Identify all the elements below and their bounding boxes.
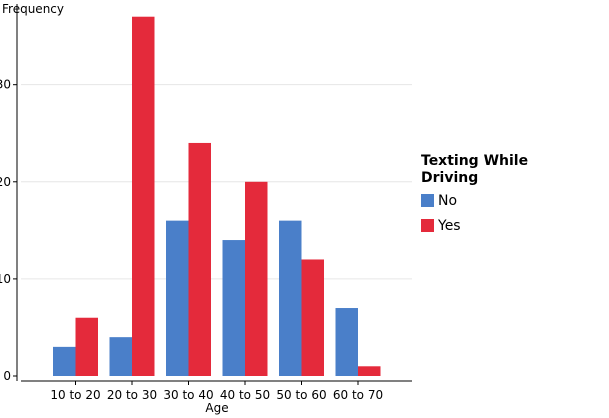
y-axis-label: Frequency [2,2,64,16]
x-tick-label: 20 to 30 [107,388,157,402]
bar-yes-4 [301,259,324,376]
x-axis-label: Age [205,401,228,415]
x-tick-label: 10 to 20 [50,388,100,402]
legend-swatch-no [421,194,434,207]
grid-lines [21,84,412,280]
legend-label-no: No [438,192,458,209]
bar-no-5 [335,308,358,376]
bar-no-3 [222,240,245,376]
legend-title: Texting While Driving [421,153,529,186]
bars [53,16,381,377]
x-tick-label: 60 to 70 [333,388,383,402]
bar-no-2 [166,220,189,376]
bar-yes-0 [75,317,98,376]
x-ticks: 10 to 20 20 to 30 30 to 40 40 to 50 50 to 60… [50,381,383,402]
bar-no-0 [53,346,76,376]
y-tick-label: 30 [0,78,11,92]
y-tick-label: 0 [3,369,11,383]
legend-item-no: No [421,189,528,212]
bar-yes-1 [132,16,155,377]
legend: Texting While Driving No Yes [421,153,528,237]
legend-item-yes: Yes [421,214,528,237]
bar-no-1 [109,337,132,376]
bar-yes-3 [245,181,268,376]
x-tick-label: 50 to 60 [276,388,326,402]
y-tick-label: 10 [0,272,11,286]
y-tick-label: 20 [0,175,11,189]
bar-no-4 [279,220,302,376]
bar-yes-2 [188,142,211,376]
bar-yes-5 [358,366,381,376]
x-tick-label: 40 to 50 [220,388,270,402]
x-tick-label: 30 to 40 [163,388,213,402]
legend-swatch-yes [421,219,434,232]
legend-label-yes: Yes [438,217,461,234]
axes [16,4,412,382]
y-ticks: 0 10 20 30 [0,78,17,383]
